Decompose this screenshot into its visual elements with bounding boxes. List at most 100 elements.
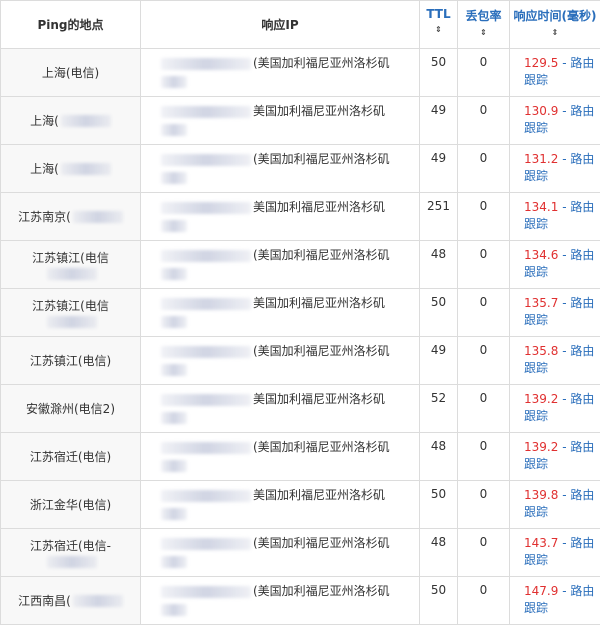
loss-cell: 0 xyxy=(458,49,510,97)
ttl-cell: 49 xyxy=(420,145,458,193)
ttl-cell: 50 xyxy=(420,289,458,337)
time-cell: 131.2 - 路由跟踪 xyxy=(510,145,600,193)
redacted-block xyxy=(161,556,187,568)
response-time: 134.1 xyxy=(524,200,558,214)
time-cell: 139.2 - 路由跟踪 xyxy=(510,433,600,481)
response-time: 129.5 xyxy=(524,56,558,70)
loss-cell: 0 xyxy=(458,577,510,625)
header-ttl[interactable]: TTL ⇕ xyxy=(420,1,458,49)
ttl-cell: 251 xyxy=(420,193,458,241)
loss-cell: 0 xyxy=(458,241,510,289)
time-cell: 129.5 - 路由跟踪 xyxy=(510,49,600,97)
location-cell: 江苏镇江(电信 xyxy=(1,241,141,289)
location-cell: 浙江金华(电信) xyxy=(1,481,141,529)
ip-cell: 美国加利福尼亚州洛杉矶 xyxy=(141,481,420,529)
location-cell: 江西南昌( xyxy=(1,577,141,625)
loss-cell: 0 xyxy=(458,97,510,145)
location-label: 江苏镇江(电信) xyxy=(30,354,111,368)
time-cell: 135.7 - 路由跟踪 xyxy=(510,289,600,337)
sort-icon[interactable]: ⇕ xyxy=(420,25,457,35)
location-label: 上海( xyxy=(30,114,59,128)
redacted-block xyxy=(161,364,187,376)
response-time: 134.6 xyxy=(524,248,558,262)
redacted-block xyxy=(161,76,187,88)
ttl-cell: 50 xyxy=(420,481,458,529)
response-time: 147.9 xyxy=(524,584,558,598)
ttl-cell: 49 xyxy=(420,337,458,385)
loss-cell: 0 xyxy=(458,145,510,193)
redacted-block xyxy=(47,268,97,280)
header-time[interactable]: 响应时间(毫秒) ⇕ xyxy=(510,1,600,49)
loss-cell: 0 xyxy=(458,193,510,241)
ip-cell: (美国加利福尼亚州洛杉矶 xyxy=(141,433,420,481)
location-label: 江苏镇江(电信 xyxy=(32,251,109,265)
redacted-block xyxy=(161,604,187,616)
time-cell: 134.6 - 路由跟踪 xyxy=(510,241,600,289)
location-label: 浙江金华(电信) xyxy=(30,498,111,512)
ip-cell: (美国加利福尼亚州洛杉矶 xyxy=(141,337,420,385)
response-time: 139.8 xyxy=(524,488,558,502)
ip-cell: 美国加利福尼亚州洛杉矶 xyxy=(141,289,420,337)
response-time: 143.7 xyxy=(524,536,558,550)
header-loss[interactable]: 丢包率 ⇕ xyxy=(458,1,510,49)
redacted-block xyxy=(161,106,251,118)
redacted-block xyxy=(161,394,251,406)
ttl-cell: 48 xyxy=(420,433,458,481)
response-time: 135.8 xyxy=(524,344,558,358)
time-cell: 139.8 - 路由跟踪 xyxy=(510,481,600,529)
redacted-block xyxy=(161,268,187,280)
time-cell: 130.9 - 路由跟踪 xyxy=(510,97,600,145)
redacted-block xyxy=(47,316,97,328)
location-label: 江苏宿迁(电信) xyxy=(30,450,111,464)
ip-location: (美国加利福尼亚州洛杉矶 xyxy=(253,56,390,70)
ttl-cell: 48 xyxy=(420,241,458,289)
loss-cell: 0 xyxy=(458,433,510,481)
ip-location: (美国加利福尼亚州洛杉矶 xyxy=(253,344,390,358)
ip-cell: (美国加利福尼亚州洛杉矶 xyxy=(141,577,420,625)
sort-icon[interactable]: ⇕ xyxy=(510,28,600,38)
time-cell: 139.2 - 路由跟踪 xyxy=(510,385,600,433)
ip-cell: (美国加利福尼亚州洛杉矶 xyxy=(141,145,420,193)
ip-cell: (美国加利福尼亚州洛杉矶 xyxy=(141,241,420,289)
sort-icon[interactable]: ⇕ xyxy=(458,28,509,38)
ip-location: 美国加利福尼亚州洛杉矶 xyxy=(253,392,385,406)
ip-location: (美国加利福尼亚州洛杉矶 xyxy=(253,152,390,166)
ttl-cell: 50 xyxy=(420,577,458,625)
redacted-block xyxy=(161,172,187,184)
ip-location: 美国加利福尼亚州洛杉矶 xyxy=(253,104,385,118)
time-cell: 147.9 - 路由跟踪 xyxy=(510,577,600,625)
redacted-block xyxy=(161,412,187,424)
ip-cell: (美国加利福尼亚州洛杉矶 xyxy=(141,49,420,97)
response-time: 139.2 xyxy=(524,440,558,454)
location-label: 上海( xyxy=(30,162,59,176)
loss-cell: 0 xyxy=(458,337,510,385)
redacted-block xyxy=(73,211,123,223)
ip-cell: 美国加利福尼亚州洛杉矶 xyxy=(141,193,420,241)
location-label: 江苏宿迁(电信- xyxy=(30,539,111,553)
header-row: Ping的地点 响应IP TTL ⇕ 丢包率 ⇕ 响应时间(毫秒) ⇕ xyxy=(1,1,600,49)
location-label: 江西南昌( xyxy=(18,594,71,608)
redacted-block xyxy=(161,250,251,262)
header-ip: 响应IP xyxy=(141,1,420,49)
ip-cell: 美国加利福尼亚州洛杉矶 xyxy=(141,385,420,433)
ttl-cell: 52 xyxy=(420,385,458,433)
time-cell: 135.8 - 路由跟踪 xyxy=(510,337,600,385)
redacted-block xyxy=(61,163,111,175)
time-cell: 134.1 - 路由跟踪 xyxy=(510,193,600,241)
location-cell: 江苏宿迁(电信- xyxy=(1,529,141,577)
ip-cell: 美国加利福尼亚州洛杉矶 xyxy=(141,97,420,145)
header-loss-label: 丢包率 xyxy=(465,9,501,23)
location-cell: 江苏宿迁(电信) xyxy=(1,433,141,481)
redacted-block xyxy=(161,298,251,310)
response-time: 139.2 xyxy=(524,392,558,406)
redacted-block xyxy=(161,202,251,214)
ip-location: (美国加利福尼亚州洛杉矶 xyxy=(253,248,390,262)
